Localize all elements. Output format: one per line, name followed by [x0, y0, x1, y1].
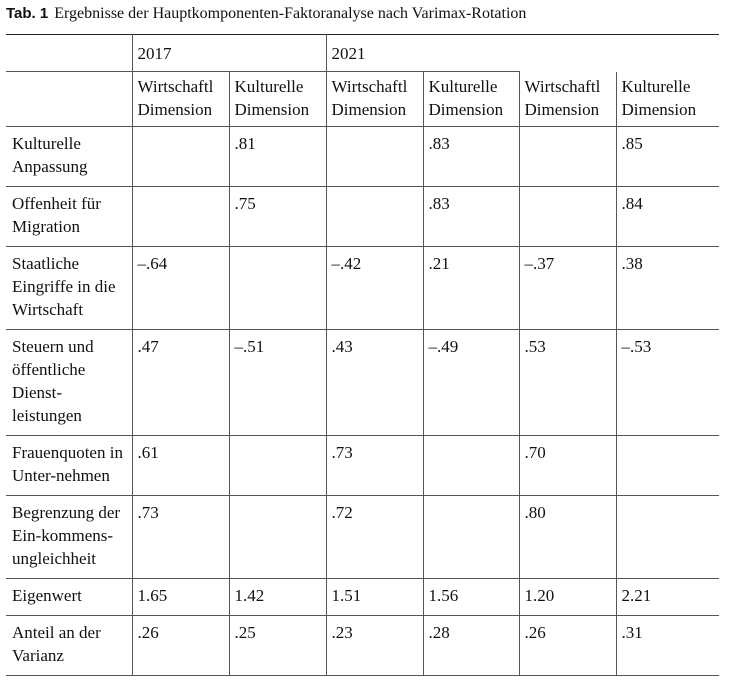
row-label: Steuern und öffentliche Dienst-leistunge… [6, 329, 132, 436]
row-label: Begrenzung der Ein-kommens-ungleichheit [6, 495, 132, 579]
value-cell [228, 246, 326, 330]
column-header: Kulturelle Dimension [615, 71, 719, 127]
column-header-row: Wirtschaftl Dimension Kulturelle Dimension W… [6, 71, 719, 127]
factor-analysis-table: 2017 2021 Wirtschaftl Dimension Kulturelle… [6, 34, 719, 676]
column-header: Kulturelle Dimension [228, 71, 326, 127]
column-header: Wirtschaftl Dimension [518, 71, 616, 127]
value-cell: 1.51 [325, 578, 423, 616]
value-cell [422, 495, 519, 579]
value-cell: .21 [422, 246, 519, 330]
value-cell [422, 435, 519, 496]
row-label: Staatliche Eingriffe in die Wirtschaft [6, 246, 132, 330]
column-header-line1: Wirtschaftl [524, 76, 601, 96]
value-cell [131, 186, 229, 247]
column-header-line1: Wirtschaftl [137, 77, 214, 96]
value-cell [615, 435, 719, 496]
value-cell: 1.42 [228, 578, 326, 616]
column-header-line2: Dimension [137, 100, 213, 119]
value-cell: –.64 [131, 246, 229, 330]
value-cell: –.51 [228, 329, 326, 436]
value-cell: .73 [131, 495, 229, 579]
value-cell: –.49 [422, 329, 519, 436]
table-number: Tab. 1 [6, 5, 49, 22]
column-header-line1: Wirtschaftl [331, 77, 408, 96]
table-title: Ergebnisse der Hauptkomponenten-Faktoran… [54, 5, 527, 22]
column-header-line2: Dimension [428, 100, 504, 119]
row-label-header [6, 71, 132, 127]
table-row: Anteil an der Varianz .26.25.23.28.26.31 [6, 615, 719, 676]
column-header: Wirtschaftl Dimension [325, 71, 423, 127]
column-header-line2: Dimension [524, 99, 600, 119]
value-cell: 1.20 [518, 578, 616, 616]
value-cell: .26 [131, 615, 229, 676]
value-cell: .85 [615, 126, 719, 187]
value-cell: –.53 [615, 329, 719, 436]
table-row: Eigenwert 1.65 1.42 1.51 1.56 1.20 2.21 [6, 578, 719, 616]
value-cell: .61 [131, 435, 229, 496]
value-cell [615, 495, 719, 579]
table-caption: Tab. 1 Ergebnisse der Hauptkomponenten-Fa… [6, 5, 526, 23]
row-label: Kulturelle Anpassung [6, 126, 132, 187]
row-label: Offenheit für Migration [6, 186, 132, 247]
value-cell: .23 [325, 615, 423, 676]
column-header: Kulturelle Dimension [422, 71, 519, 127]
value-cell: –.42 [325, 246, 423, 330]
value-cell [131, 126, 229, 187]
column-header-line1: Kulturelle [234, 77, 304, 96]
value-cell: .53 [518, 329, 616, 436]
value-cell [325, 126, 423, 187]
year-2017-header: 2017 [131, 34, 326, 72]
value-cell: .83 [422, 186, 519, 247]
corner-cell [6, 34, 132, 72]
table-row: Staatliche Eingriffe in die Wirtschaft –.… [6, 246, 719, 330]
value-cell: .31 [615, 615, 719, 676]
value-cell: .43 [325, 329, 423, 436]
value-cell: 1.56 [422, 578, 519, 616]
row-label: Eigenwert [6, 578, 132, 616]
value-cell: 2.21 [615, 578, 719, 616]
value-cell: .38 [615, 246, 719, 330]
value-cell: .73 [325, 435, 423, 496]
table-row: Offenheit für Migration .75 .83 .84 [6, 186, 719, 247]
value-cell: 1.65 [131, 578, 229, 616]
value-cell: .83 [422, 126, 519, 187]
value-cell: .70 [518, 435, 616, 496]
table-row: Begrenzung der Ein-kommens-ungleichheit.… [6, 495, 719, 579]
value-cell: .26 [518, 615, 616, 676]
table-row: Kulturelle Anpassung .81 .83 .85 [6, 126, 719, 187]
value-cell: .72 [325, 495, 423, 579]
value-cell: .47 [131, 329, 229, 436]
value-cell: .84 [615, 186, 719, 247]
row-label: Frauenquoten in Unter-nehmen [6, 435, 132, 496]
value-cell [228, 495, 326, 579]
value-cell [325, 186, 423, 247]
column-header-line2: Dimension [621, 99, 697, 119]
row-label: Anteil an der Varianz [6, 615, 132, 676]
value-cell [228, 435, 326, 496]
table-row: Frauenquoten in Unter-nehmen .61 .73 .70 [6, 435, 719, 496]
year-2021-header: 2021 [325, 34, 519, 72]
value-cell: .28 [422, 615, 519, 676]
table-row: Steuern und öffentliche Dienst-leistunge… [6, 329, 719, 436]
value-cell: .25 [228, 615, 326, 676]
column-header: Wirtschaftl Dimension [131, 71, 229, 127]
year-header-row: 2017 2021 [6, 34, 719, 72]
column-header-line1: Kulturelle [621, 76, 691, 96]
value-cell [518, 186, 616, 247]
value-cell [518, 126, 616, 187]
value-cell: .75 [228, 186, 326, 247]
column-header-line2: Dimension [234, 100, 310, 119]
value-cell: –.37 [518, 246, 616, 330]
column-header-line2: Dimension [331, 100, 407, 119]
column-header-line1: Kulturelle [428, 77, 498, 96]
value-cell: .80 [518, 495, 616, 579]
value-cell: .81 [228, 126, 326, 187]
